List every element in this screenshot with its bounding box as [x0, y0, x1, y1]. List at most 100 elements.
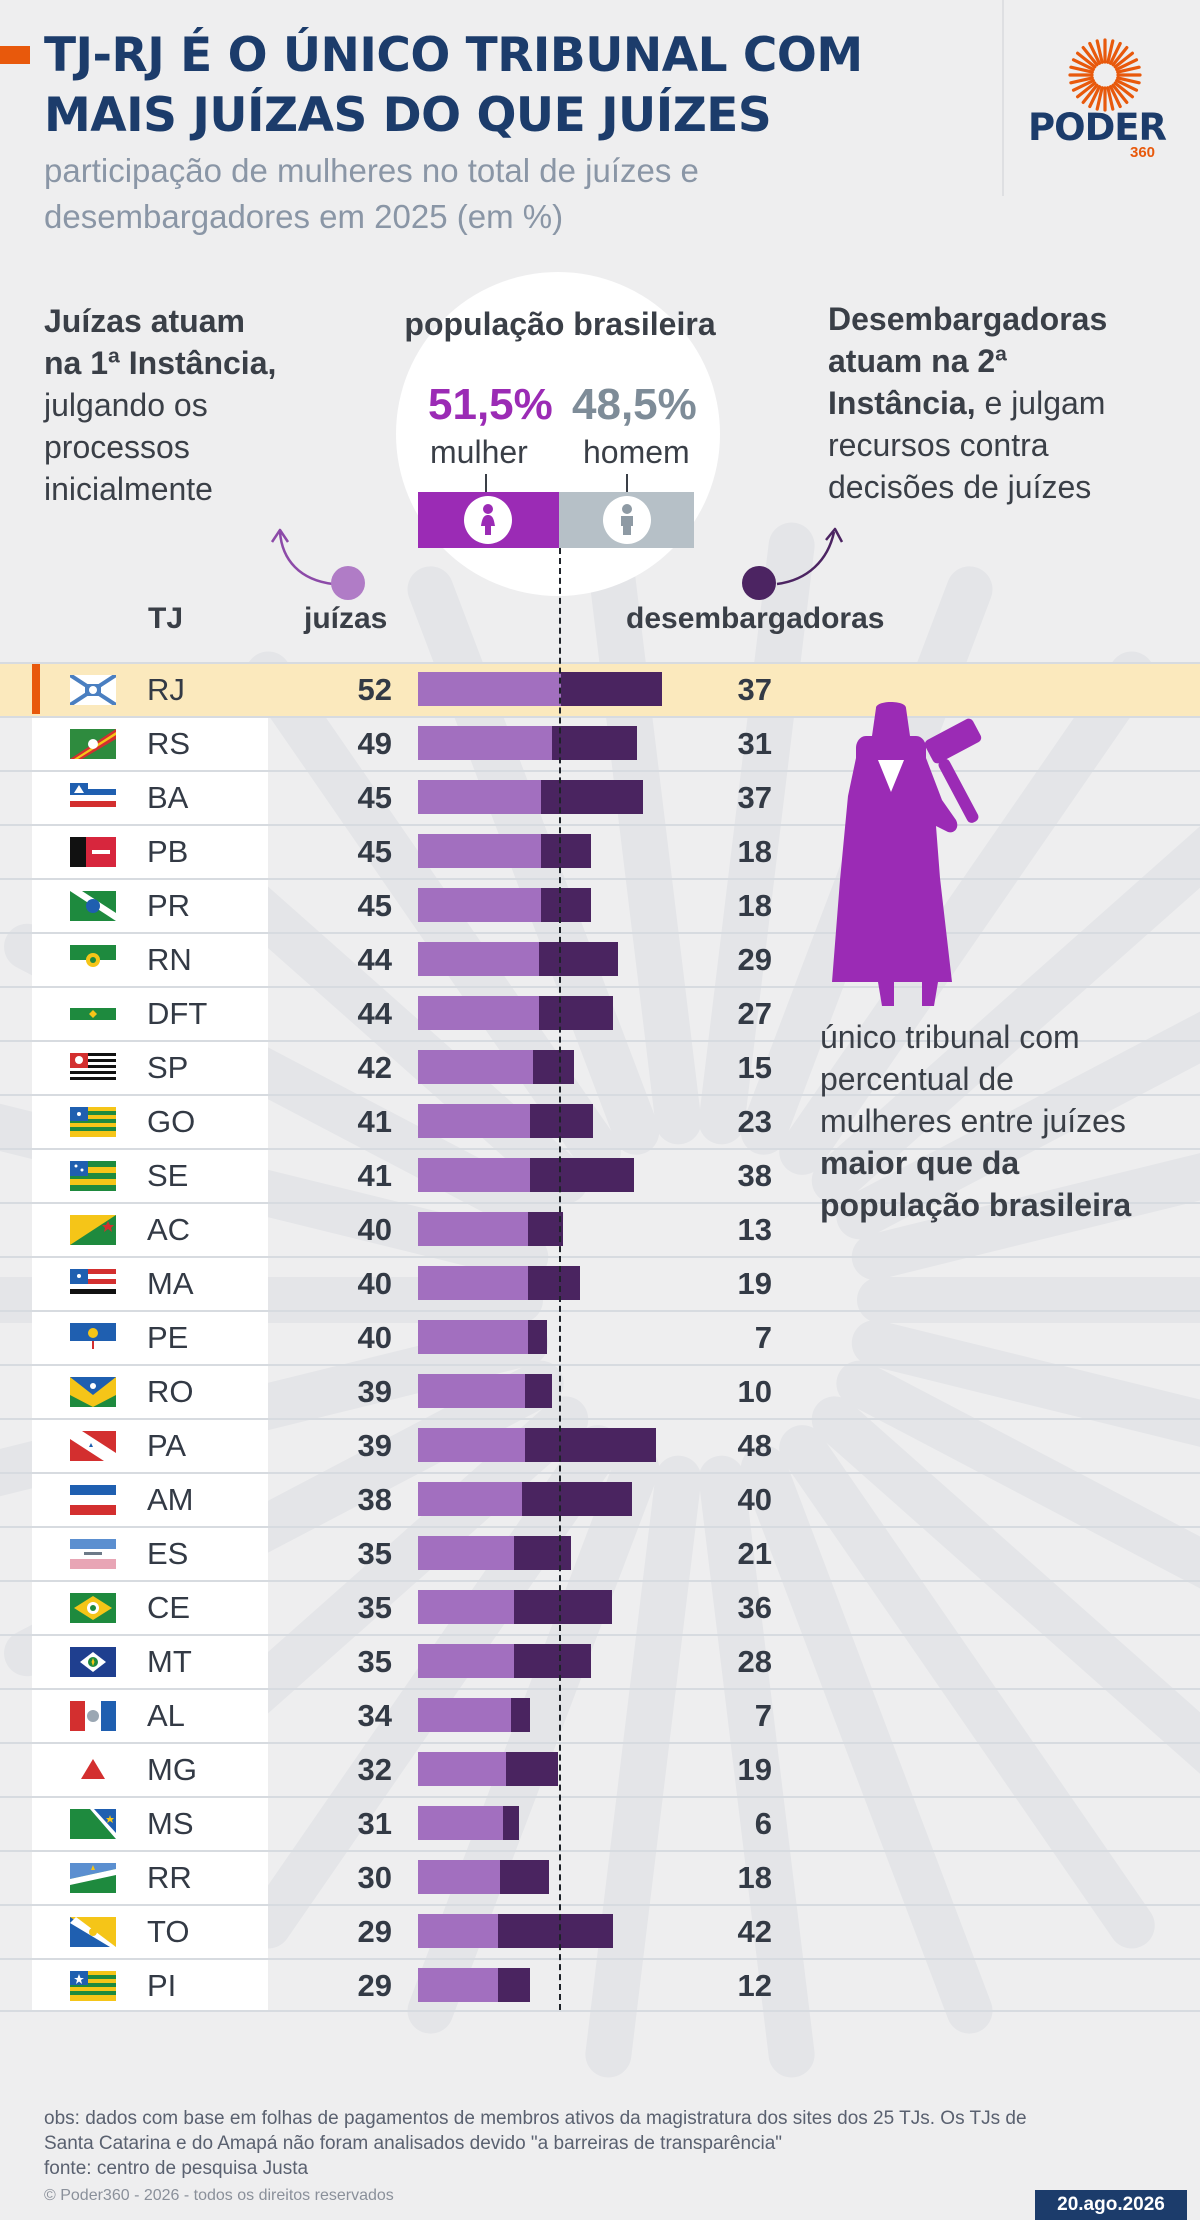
tj-label-rr: RR — [147, 1860, 192, 1895]
rj-note-line-2: percentual de — [820, 1061, 1014, 1097]
judges-value-ce: 35 — [357, 1590, 392, 1625]
annotation-arrows — [270, 527, 844, 586]
woman-icon — [464, 496, 512, 544]
flag-dft-icon — [70, 999, 116, 1029]
table-row-ce — [0, 1580, 1200, 1636]
annotation-right-bold-3: Instância, — [828, 385, 976, 421]
appellate-value-pa: 48 — [737, 1428, 772, 1463]
judges-bar-rs — [418, 726, 553, 760]
flag-pr-icon — [70, 891, 116, 921]
judges-value-es: 35 — [357, 1536, 392, 1571]
judges-value-ms: 31 — [357, 1806, 392, 1841]
appellate-bar-mg — [505, 1752, 558, 1786]
judges-bar-es — [418, 1536, 514, 1570]
judges-value-rr: 30 — [357, 1860, 392, 1895]
appellate-bar-rj — [560, 672, 662, 706]
appellate-value-pe: 7 — [754, 1320, 772, 1355]
appellate-bar-pe — [527, 1320, 547, 1354]
population-men-label: homem — [583, 434, 690, 470]
judges-bar-go — [418, 1104, 531, 1138]
judges-bar-ms — [418, 1806, 503, 1840]
appellate-value-al: 7 — [754, 1698, 772, 1733]
tj-label-to: TO — [147, 1914, 190, 1949]
table-row-mt — [0, 1634, 1200, 1690]
copyright: © Poder360 - 2026 - todos os direitos re… — [44, 2187, 394, 2204]
tj-label-rn: RN — [147, 942, 192, 977]
judges-bar-ba — [418, 780, 542, 814]
appellate-bar-rr — [500, 1860, 550, 1894]
flag-ac-icon — [70, 1215, 116, 1245]
table-row-se — [0, 1148, 1200, 1204]
table-row-ba — [0, 770, 1200, 826]
table-row-ma — [0, 1256, 1200, 1312]
appellate-value-se: 38 — [737, 1158, 772, 1193]
judges-value-mg: 32 — [357, 1752, 392, 1787]
appellate-value-to: 42 — [737, 1914, 772, 1949]
table-row-pa — [0, 1418, 1200, 1474]
judges-bar-sp — [418, 1050, 534, 1084]
logo-number: 360 — [1130, 144, 1156, 161]
annotation-left-line-3: inicialmente — [44, 471, 213, 507]
tj-label-mg: MG — [147, 1752, 197, 1787]
judges-value-ac: 40 — [357, 1212, 392, 1247]
table-row-sp — [0, 1040, 1200, 1096]
judges-bar-pr — [418, 888, 542, 922]
population-women-tick — [485, 474, 487, 492]
population-women-label: mulher — [430, 434, 528, 470]
judges-value-al: 34 — [357, 1698, 392, 1733]
judges-value-rn: 44 — [357, 942, 392, 977]
table-bottom-line — [0, 2010, 1200, 2012]
table-row-pe — [0, 1310, 1200, 1366]
judges-bar-to — [418, 1914, 498, 1948]
annotation-left-line-2: processos — [44, 429, 190, 465]
appellate-legend-dot — [742, 566, 776, 600]
table-row-rr — [0, 1850, 1200, 1906]
table-row-rn — [0, 932, 1200, 988]
flag-sp-icon — [70, 1053, 116, 1083]
flag-ma-icon — [70, 1269, 116, 1299]
appellate-value-am: 40 — [737, 1482, 772, 1517]
annotation-judges: Juízas atuam na 1ª Instância, julgando o… — [44, 300, 344, 510]
appellate-value-es: 21 — [737, 1536, 772, 1571]
judges-value-ma: 40 — [357, 1266, 392, 1301]
judges-value-to: 29 — [357, 1914, 392, 1949]
appellate-bar-rn — [538, 942, 619, 976]
table-row-al — [0, 1688, 1200, 1744]
appellate-bar-ba — [541, 780, 643, 814]
tj-label-pb: PB — [147, 834, 189, 869]
flag-go-icon — [70, 1107, 116, 1137]
flag-pb-icon — [70, 837, 116, 867]
appellate-bar-ce — [513, 1590, 613, 1624]
column-header-appellate: desembargadoras — [626, 602, 885, 635]
judges-bar-se — [418, 1158, 531, 1192]
appellate-value-ms: 6 — [754, 1806, 772, 1841]
population-reference-line — [559, 548, 561, 2010]
annotation-right-line-2: decisões de juízes — [828, 469, 1092, 505]
tj-label-am: AM — [147, 1482, 194, 1517]
rj-note-line-1: único tribunal com — [820, 1019, 1080, 1055]
judges-value-rj: 52 — [357, 672, 392, 707]
table-row-dft — [0, 986, 1200, 1042]
annotation-right-line-1: recursos contra — [828, 427, 1049, 463]
population-men-tick — [626, 474, 628, 492]
table-row-am — [0, 1472, 1200, 1528]
footnote-source: fonte: centro de pesquisa Justa — [44, 2158, 309, 2179]
logo-name: PODER — [1028, 106, 1167, 149]
tj-label-pe: PE — [147, 1320, 189, 1355]
page-title: TJ-RJ É O ÚNICO TRIBUNAL COM MAIS JUÍZAS… — [44, 26, 944, 146]
appellate-bar-to — [497, 1914, 613, 1948]
appellate-value-rj: 37 — [737, 672, 772, 707]
flag-ce-icon — [70, 1593, 116, 1623]
appellate-bar-se — [530, 1158, 635, 1192]
tj-label-ma: MA — [147, 1266, 194, 1301]
judges-bar-pa — [418, 1428, 525, 1462]
flag-ba-icon — [70, 783, 116, 813]
appellate-bar-al — [511, 1698, 531, 1732]
annotation-right-inline: e julgam — [975, 385, 1106, 421]
table-row-go — [0, 1094, 1200, 1150]
tj-label-dft: DFT — [147, 996, 208, 1031]
appellate-value-pr: 18 — [737, 888, 772, 923]
flag-pi-icon — [70, 1971, 116, 2001]
flag-to-icon — [70, 1917, 116, 1947]
annotation-appellate: Desembargadoras atuam na 2ª Instância, e… — [828, 298, 1168, 508]
